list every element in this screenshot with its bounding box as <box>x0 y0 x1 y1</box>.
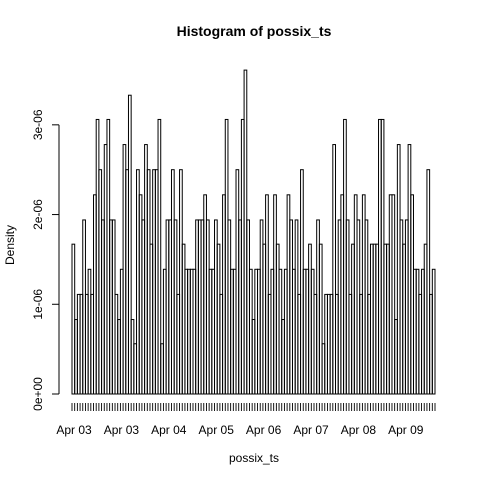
histogram-bar <box>426 169 431 395</box>
x-axis: Apr 03 Apr 03 Apr 04 Apr 05 Apr 06 Apr 07 Apr … <box>56 423 423 437</box>
y-tick-label: 1e-06 <box>31 289 45 320</box>
chart-title: Histogram of possix_ts <box>177 23 332 39</box>
x-tick-label: Apr 03 <box>104 423 140 437</box>
histogram-bar <box>157 118 162 395</box>
y-axis: 0e+00 1e-06 2e-06 3e-06 <box>31 109 60 411</box>
x-tick-label: Apr 08 <box>341 423 377 437</box>
histogram-bar <box>431 268 436 395</box>
y-tick-label: 3e-06 <box>31 109 45 140</box>
x-tick-label: Apr 04 <box>151 423 187 437</box>
y-axis-label: Density <box>3 225 17 265</box>
bars-group <box>71 69 436 395</box>
histogram-bar <box>332 144 337 395</box>
histogram-bar <box>127 94 132 395</box>
y-tick-label: 2e-06 <box>31 199 45 230</box>
x-tick-label: Apr 03 <box>56 423 92 437</box>
x-tick-label: Apr 06 <box>246 423 282 437</box>
y-tick-label: 0e+00 <box>31 377 45 411</box>
x-tick-label: Apr 05 <box>199 423 235 437</box>
x-tick-label: Apr 07 <box>293 423 329 437</box>
histogram-bar <box>318 243 323 395</box>
x-axis-label: possix_ts <box>229 451 279 465</box>
rug-group <box>71 403 436 411</box>
x-tick-label: Apr 09 <box>388 423 424 437</box>
histogram-bar <box>391 194 396 395</box>
